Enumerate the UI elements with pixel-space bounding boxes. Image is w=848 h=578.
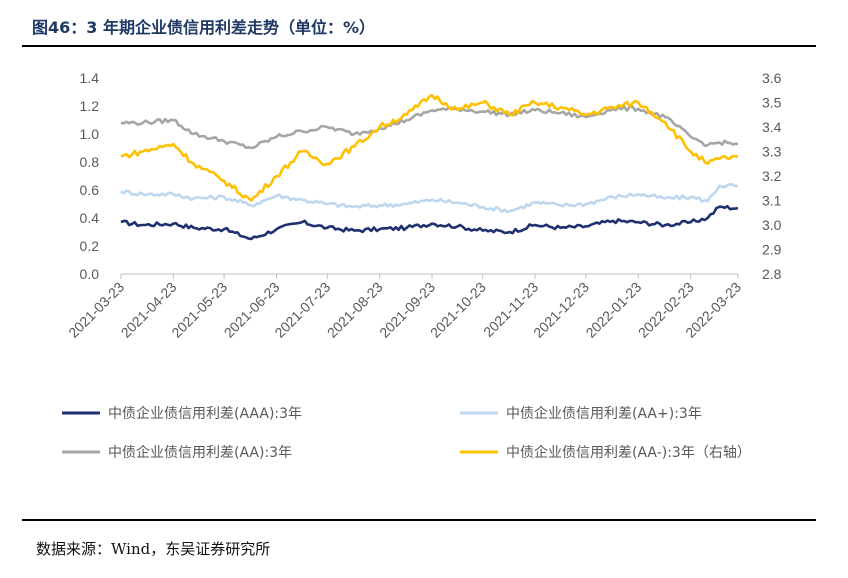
series-line-3 xyxy=(120,93,739,202)
y-left-tick-label: 0.6 xyxy=(80,182,100,198)
y-left-tick-label: 0.4 xyxy=(80,210,100,226)
series-line-2 xyxy=(120,105,739,150)
figure-title: 图46：3 年期企业债信用利差走势（单位：%） xyxy=(32,18,376,37)
legend-label-2: 中债企业债信用利差(AA):3年 xyxy=(108,444,292,461)
y-right-tick-label: 3.3 xyxy=(762,144,782,160)
series-line-1 xyxy=(120,183,739,214)
y-right-tick-label: 3.0 xyxy=(762,217,782,233)
x-tick-label: 2021-07-23 xyxy=(271,279,333,341)
y-left-tick-label: 1.0 xyxy=(80,126,100,142)
x-tick-label: 2021-12-23 xyxy=(530,279,592,341)
x-tick-label: 2021-03-23 xyxy=(65,279,127,341)
y-right-tick-label: 3.1 xyxy=(762,193,782,209)
y-right-tick-label: 2.8 xyxy=(762,266,782,282)
top-rule xyxy=(22,45,816,47)
y-right-tick-label: 3.5 xyxy=(762,95,782,111)
y-right-tick-label: 3.4 xyxy=(762,119,782,135)
x-tick-label: 2021-10-23 xyxy=(427,279,489,341)
y-left-tick-label: 0.2 xyxy=(80,238,100,254)
y-right-tick-label: 3.2 xyxy=(762,168,782,184)
legend-label-1: 中债企业债信用利差(AA+):3年 xyxy=(506,405,702,422)
series-layer xyxy=(120,93,739,241)
y-left-tick-label: 1.4 xyxy=(80,70,100,86)
legend: 中债企业债信用利差(AAA):3年 中债企业债信用利差(AA+):3年中债企业债信… xyxy=(62,405,751,461)
x-tick-label: 2021-05-23 xyxy=(168,279,230,341)
legend-label-0: 中债企业债信用利差(AAA):3年 xyxy=(108,405,302,422)
x-tick-label: 2021-08-23 xyxy=(324,279,386,341)
source-note: 数据来源：Wind，东吴证券研究所 xyxy=(36,540,271,558)
axes xyxy=(120,273,739,279)
credit-spread-chart: 0.0 0.2 0.4 0.6 0.8 1.0 1.2 1.4 2.8 2.9 3.0 3.1 3.2 3… xyxy=(62,70,782,461)
bottom-rule xyxy=(22,519,816,521)
y-left-tick-label: 0.8 xyxy=(80,154,100,170)
y-left-tick-label: 0.0 xyxy=(80,266,100,282)
y-right-tick-label: 3.6 xyxy=(762,70,782,86)
legend-label-3: 中债企业债信用利差(AA-):3年（右轴） xyxy=(506,444,751,461)
ticks-layer: 0.0 0.2 0.4 0.6 0.8 1.0 1.2 1.4 2.8 2.9 3.0 3.1 3.2 3… xyxy=(65,70,782,341)
x-tick-label: 2022-01-23 xyxy=(582,279,644,341)
y-left-tick-label: 1.2 xyxy=(80,98,100,114)
series-line-0 xyxy=(120,204,739,241)
y-right-tick-label: 2.9 xyxy=(762,242,782,258)
